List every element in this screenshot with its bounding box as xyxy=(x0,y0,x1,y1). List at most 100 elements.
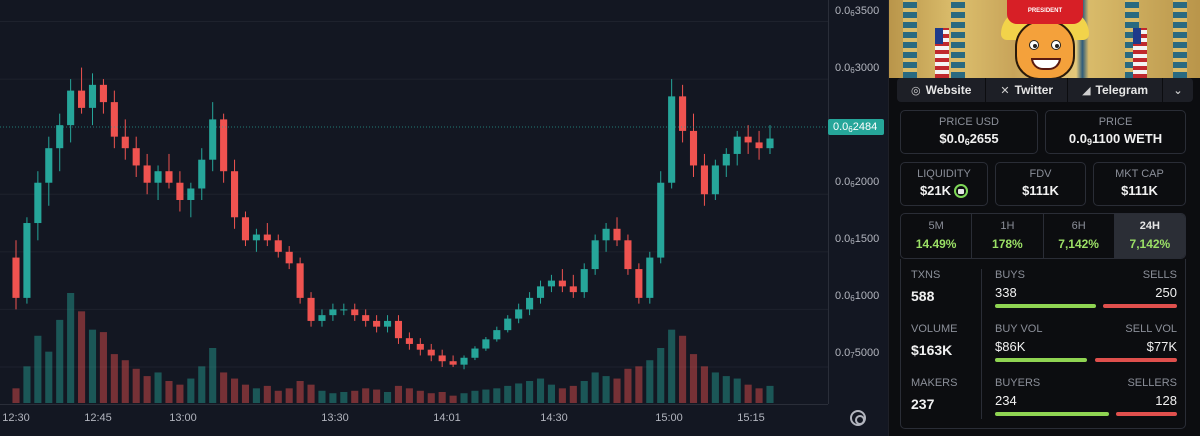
banner-column xyxy=(1173,0,1187,78)
candle-body xyxy=(547,280,556,287)
volume-bar xyxy=(405,388,413,403)
candle-body xyxy=(722,153,730,166)
volume-bar xyxy=(220,372,228,403)
volume-bar xyxy=(700,366,708,403)
candle-body xyxy=(569,286,577,293)
y-tick: 0.063000 xyxy=(835,62,880,75)
eye xyxy=(1029,40,1039,50)
tab-24h[interactable]: 24H 7,142% xyxy=(1114,214,1185,258)
candle-body xyxy=(471,348,479,358)
candle-body xyxy=(536,286,545,298)
candle-body xyxy=(67,90,75,126)
volume-bar xyxy=(526,381,534,403)
candle-body xyxy=(657,182,665,258)
volume-bar xyxy=(165,381,173,403)
volume-bar xyxy=(482,389,490,403)
candle-body xyxy=(78,90,86,108)
candle-body xyxy=(307,297,315,321)
telegram-button[interactable]: ◢ Telegram xyxy=(1068,78,1164,102)
ratio-bar xyxy=(995,412,1177,416)
candle-body xyxy=(198,159,206,189)
candle-body xyxy=(526,297,534,310)
fdv-box: FDV $111K xyxy=(995,162,1086,206)
candle-body xyxy=(689,130,698,166)
price-axis[interactable]: 0.063500 0.063000 0.062000 0.061500 0.06… xyxy=(828,0,888,404)
volume-bar xyxy=(132,368,140,403)
mkt-cap-value: $111K xyxy=(1121,183,1158,198)
volume-bar xyxy=(383,392,392,403)
lock-icon[interactable] xyxy=(954,184,969,198)
time-axis[interactable]: 12:30 12:45 13:00 13:30 14:01 14:30 15:0… xyxy=(0,404,828,436)
candle-body xyxy=(351,309,359,316)
volume-bar xyxy=(591,372,599,403)
twitter-button[interactable]: ✕ Twitter xyxy=(986,78,1069,102)
stat-row-makers: MAKERS 237 BUYERS SELLERS 234 128 xyxy=(901,367,1187,421)
chevron-down-icon: ⌄ xyxy=(1173,84,1183,97)
more-links-button[interactable]: ⌄ xyxy=(1163,78,1193,102)
volume-bar xyxy=(547,384,556,403)
candle-body xyxy=(460,357,468,365)
volume-bar xyxy=(45,351,53,403)
candle-body xyxy=(635,269,643,298)
tab-6h[interactable]: 6H 7,142% xyxy=(1044,214,1115,258)
volume-bar xyxy=(515,383,523,403)
volume-bar xyxy=(689,354,698,403)
volume-bar xyxy=(438,392,446,403)
tab-5m[interactable]: 5M 14.49% xyxy=(901,214,973,258)
volume-bar xyxy=(668,329,676,403)
y-tick: 0.062000 xyxy=(835,176,880,189)
current-price-tag: 0.062484 xyxy=(828,119,884,135)
candle-body xyxy=(515,309,523,319)
candle-body xyxy=(624,240,632,270)
volume-bar xyxy=(296,381,304,403)
tab-1h[interactable]: 1H 178% xyxy=(972,214,1044,258)
candle-body xyxy=(12,257,20,298)
candle-body xyxy=(679,96,687,131)
candle-body xyxy=(755,142,763,149)
chart-settings-icon[interactable] xyxy=(850,410,866,426)
x-tick: 15:15 xyxy=(737,412,765,424)
flag-icon xyxy=(935,28,949,78)
volume-bar xyxy=(493,388,501,403)
x-tick: 13:30 xyxy=(321,412,349,424)
stat-row-volume: VOLUME $163K BUY VOL SELL VOL $86K $77K xyxy=(901,313,1187,367)
volume-bar xyxy=(143,376,151,403)
volume-bar xyxy=(198,366,206,403)
volume-bar xyxy=(67,293,75,403)
eye xyxy=(1051,40,1061,50)
candle-body xyxy=(493,330,501,340)
volume-bar xyxy=(187,378,195,403)
candlestick-chart[interactable] xyxy=(0,0,828,404)
candle-body xyxy=(318,315,326,321)
candle-body xyxy=(711,165,719,195)
volume-bar xyxy=(613,378,621,403)
x-icon: ✕ xyxy=(1000,84,1010,97)
price-chart[interactable]: 0.063500 0.063000 0.062000 0.061500 0.06… xyxy=(0,0,888,436)
candle-body xyxy=(132,148,140,166)
volume-bar xyxy=(711,372,719,403)
volume-bar xyxy=(471,390,479,403)
price-native-value: 0.091100 WETH xyxy=(1068,131,1163,147)
price-usd-value: $0.062655 xyxy=(939,131,999,147)
banner-column xyxy=(903,0,917,78)
candle-body xyxy=(744,136,752,143)
volume-bar xyxy=(88,329,97,403)
volume-bar xyxy=(536,378,545,403)
x-tick: 15:00 xyxy=(655,412,683,424)
volume-bar xyxy=(394,385,403,403)
candle-body xyxy=(99,84,107,103)
candle-body xyxy=(427,349,435,356)
volume-bar xyxy=(427,393,435,403)
volume-bar xyxy=(23,366,31,403)
candle-body xyxy=(733,136,741,154)
volume-bar xyxy=(340,392,348,403)
candle-body xyxy=(416,343,424,350)
candle-body xyxy=(263,234,271,241)
candle-body xyxy=(143,165,151,183)
x-tick: 13:00 xyxy=(169,412,197,424)
flag-icon xyxy=(1133,28,1147,78)
website-button[interactable]: ◎ Website xyxy=(897,78,987,102)
y-tick: 0.075000 xyxy=(835,347,880,360)
ratio-bar xyxy=(995,304,1177,308)
